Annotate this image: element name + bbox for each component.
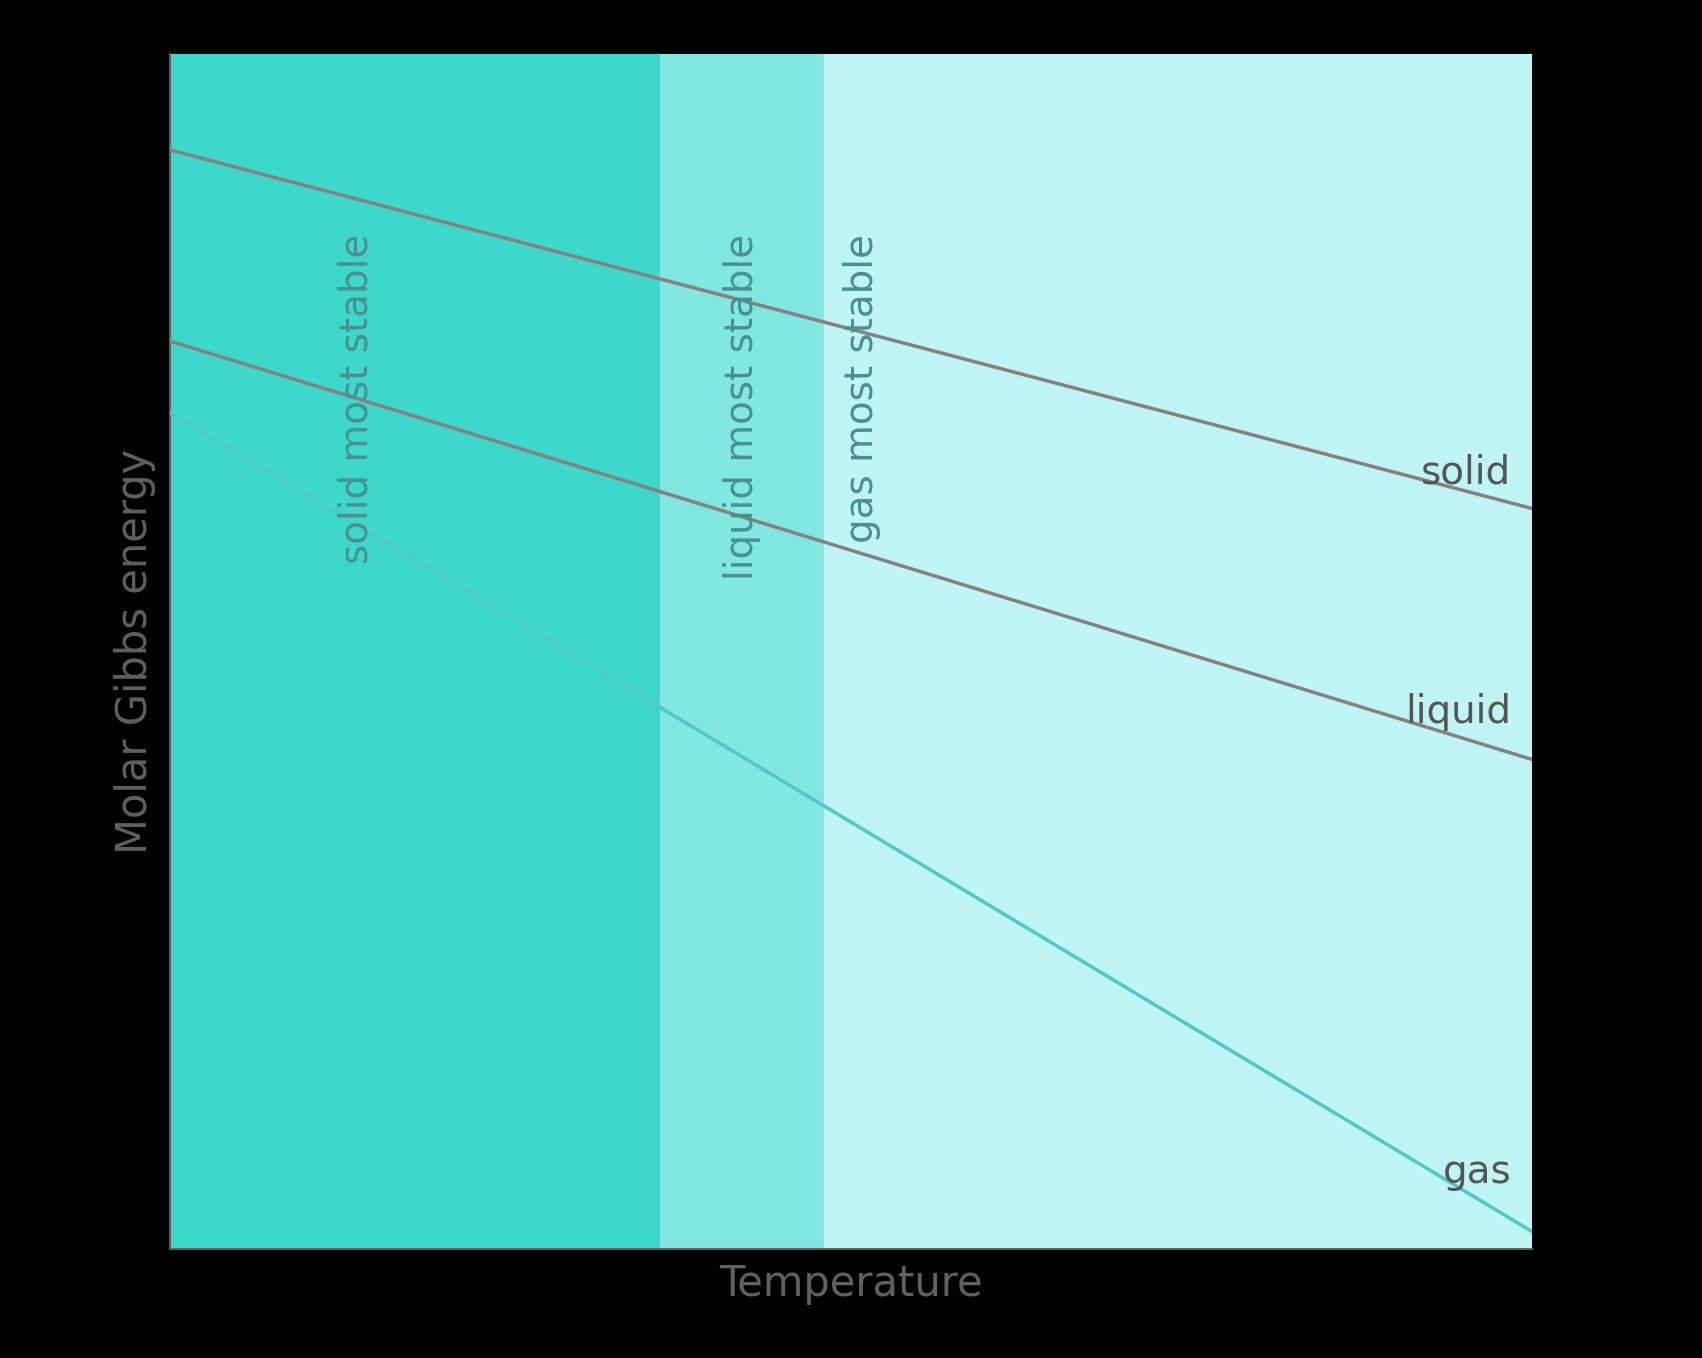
X-axis label: Temperature: Temperature <box>720 1263 982 1305</box>
Text: solid most stable: solid most stable <box>337 234 376 564</box>
Text: gas most stable: gas most stable <box>842 234 882 543</box>
Text: liquid: liquid <box>1406 693 1511 731</box>
Text: solid: solid <box>1421 454 1511 492</box>
Bar <box>660 54 824 1249</box>
Y-axis label: Molar Gibbs energy: Molar Gibbs energy <box>114 449 157 854</box>
Text: gas: gas <box>1443 1153 1511 1191</box>
Bar <box>824 54 1532 1249</box>
Bar <box>170 54 660 1249</box>
Text: liquid most stable: liquid most stable <box>723 234 761 580</box>
